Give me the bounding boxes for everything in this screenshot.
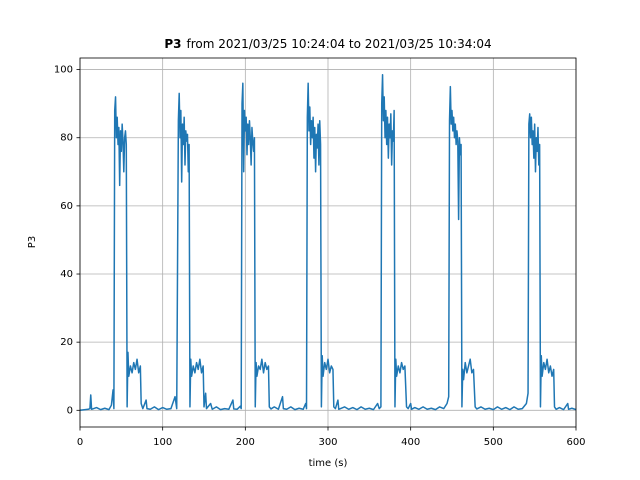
y-tick-label: 60 xyxy=(60,201,73,212)
x-tick-label: 500 xyxy=(484,437,503,448)
y-tick-label: 0 xyxy=(67,405,73,416)
x-tick-label: 0 xyxy=(77,437,83,448)
title-bold: P3 xyxy=(164,37,181,51)
x-tick-label: 300 xyxy=(318,437,337,448)
chart-title: P3 from 2021/03/25 10:24:04 to 2021/03/25… xyxy=(164,37,491,51)
x-axis-label: time (s) xyxy=(309,458,348,469)
y-tick-label: 100 xyxy=(54,65,73,76)
title-rest: from 2021/03/25 10:24:04 to 2021/03/25 1… xyxy=(186,37,491,51)
y-tick-label: 20 xyxy=(60,337,73,348)
y-tick-label: 40 xyxy=(60,269,73,280)
x-tick-label: 400 xyxy=(401,437,420,448)
axes-frame xyxy=(79,57,577,428)
y-tick-label: 80 xyxy=(60,133,73,144)
y-axis-label: P3 xyxy=(27,236,38,248)
x-tick-label: 200 xyxy=(236,437,255,448)
x-tick-label: 600 xyxy=(566,437,585,448)
data-line xyxy=(79,73,577,412)
x-tick-label: 100 xyxy=(153,437,172,448)
